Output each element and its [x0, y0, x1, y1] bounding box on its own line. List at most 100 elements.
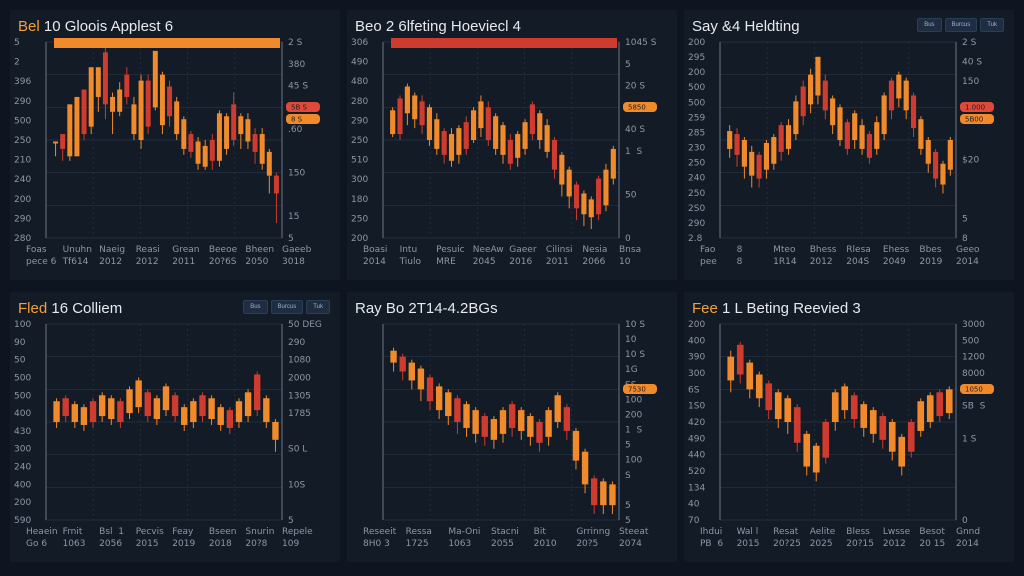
candle-body	[259, 134, 265, 164]
y-tick-label-left: 280	[14, 234, 31, 244]
price-badge-label: 1.000	[965, 104, 985, 112]
candle-body	[536, 422, 543, 443]
candle-body	[53, 141, 59, 144]
candle-body	[195, 141, 201, 164]
y-tick-label-left: 250	[351, 214, 368, 224]
x-tick-label-top: Stacni	[491, 527, 519, 537]
chart-control-button[interactable]: Bus	[917, 18, 942, 32]
chart-title-text: 1 L Beting Reevied 3	[717, 300, 861, 317]
chart-controls: Bus Burcus Tuk	[917, 18, 1004, 32]
y-tick-label-right: 5	[625, 516, 631, 526]
candle-body	[522, 122, 528, 149]
candle-body	[554, 395, 561, 422]
candle-body	[778, 125, 784, 152]
candle-body	[71, 404, 78, 422]
candle-body	[591, 478, 598, 506]
candle-body	[527, 416, 534, 437]
y-tick-label-left: 440	[688, 451, 705, 461]
y-tick-label-left: 500	[688, 98, 705, 108]
y-tick-label-right: 1305	[288, 391, 311, 401]
candle-body	[903, 80, 909, 111]
candle-body	[88, 67, 94, 127]
candle-body	[756, 154, 762, 179]
candle-body	[940, 163, 946, 185]
candle-body	[454, 398, 461, 422]
candle-body	[945, 389, 953, 414]
candle-body	[609, 484, 616, 506]
y-tick-label-left: 2.8	[688, 234, 703, 244]
y-tick-label-right: 2000	[288, 373, 311, 383]
y-tick-label-left: 520	[688, 467, 705, 477]
chart-control-button[interactable]: Bus	[243, 300, 268, 314]
candle-body	[918, 119, 924, 149]
candle-body	[159, 74, 165, 126]
candle-body	[67, 104, 73, 157]
x-tick-label-top: Ehess	[883, 245, 910, 255]
x-tick-label-bottom: 20?6S	[209, 257, 237, 267]
candle-body	[499, 410, 507, 434]
y-tick-label-right: 1045 S	[625, 38, 657, 48]
x-tick-label-top: Intu	[400, 245, 418, 255]
candle-body	[171, 395, 179, 417]
y-tick-label-left: 200	[688, 38, 705, 48]
y-tick-label-left: 400	[14, 409, 31, 419]
y-tick-label-left: 500	[14, 373, 31, 383]
candle-body	[812, 445, 820, 473]
x-tick-label-bottom: 2012	[810, 257, 833, 267]
x-tick-label-top: Ihdui	[700, 527, 722, 537]
candle-body	[53, 401, 60, 422]
y-tick-label-left: 306	[351, 38, 368, 48]
candle-body	[793, 101, 799, 135]
candle-body	[879, 416, 887, 440]
y-tick-label-left: 295	[688, 53, 705, 63]
chart-panel-6: 200 400 390 300 6S 1S0 420 490 440 520 134 40 70 3000…	[684, 292, 1014, 562]
chart-title-text: 16 Colliem	[47, 300, 123, 317]
y-tick-label-right: 3000	[962, 320, 985, 330]
x-tick-label-top: Bseen	[209, 527, 237, 537]
candle-body	[399, 356, 406, 372]
candle-body	[390, 110, 396, 135]
candle-body	[485, 107, 491, 140]
y-tick-label-left: 290	[14, 97, 31, 107]
candle-body	[273, 175, 279, 194]
candle-body	[774, 392, 782, 420]
x-tick-label-bottom: 2055	[491, 539, 514, 549]
y-tick-label-left: 250	[14, 136, 31, 146]
y-tick-label-left: 210	[14, 156, 31, 166]
y-tick-label-left: 2	[14, 58, 23, 68]
x-tick-label-bottom: 20?8	[245, 539, 267, 549]
price-badge	[623, 102, 657, 112]
y-tick-label-left: 40	[688, 500, 700, 510]
y-tick-label-left: 290	[351, 116, 368, 126]
chart-control-button[interactable]: Burcus	[944, 18, 978, 32]
candle-body	[224, 116, 230, 149]
candle-body	[188, 134, 194, 152]
y-tick-label-right: 0	[962, 516, 968, 526]
candle-body	[926, 395, 934, 422]
candle-body	[508, 404, 516, 428]
y-tick-label-right: 1080	[288, 356, 311, 366]
x-tick-label-bottom: 2012	[99, 257, 122, 267]
candle-body	[254, 374, 261, 411]
candle-body	[448, 134, 455, 161]
y-tick-label-left: 250	[688, 159, 705, 169]
x-tick-label-top: Mteo	[773, 245, 796, 255]
y-tick-label-left: 200	[688, 320, 705, 330]
x-tick-label-top: Feay	[172, 527, 194, 537]
candle-body	[62, 398, 69, 417]
chart-title: Fee 1 L Beting Reevied 3	[692, 300, 861, 317]
x-tick-label-top: Cilinsi	[546, 245, 573, 255]
chart-control-button[interactable]: Tuk	[306, 300, 330, 314]
y-tick-label-left: 400	[14, 480, 31, 490]
y-tick-label-right: S	[625, 471, 631, 481]
price-badge	[960, 102, 994, 112]
x-tick-label-bottom: 10	[619, 257, 633, 267]
candle-body	[917, 401, 925, 431]
chart-control-button[interactable]: Burcus	[270, 300, 304, 314]
chart-control-button[interactable]: Tuk	[980, 18, 1004, 32]
price-badge-label: 5850	[628, 104, 646, 112]
x-tick-label-top: Gaeer	[509, 245, 537, 255]
x-tick-label-top: Repele	[282, 527, 313, 537]
candle-body	[785, 125, 792, 149]
x-tick-label-bottom: 109	[282, 539, 299, 549]
